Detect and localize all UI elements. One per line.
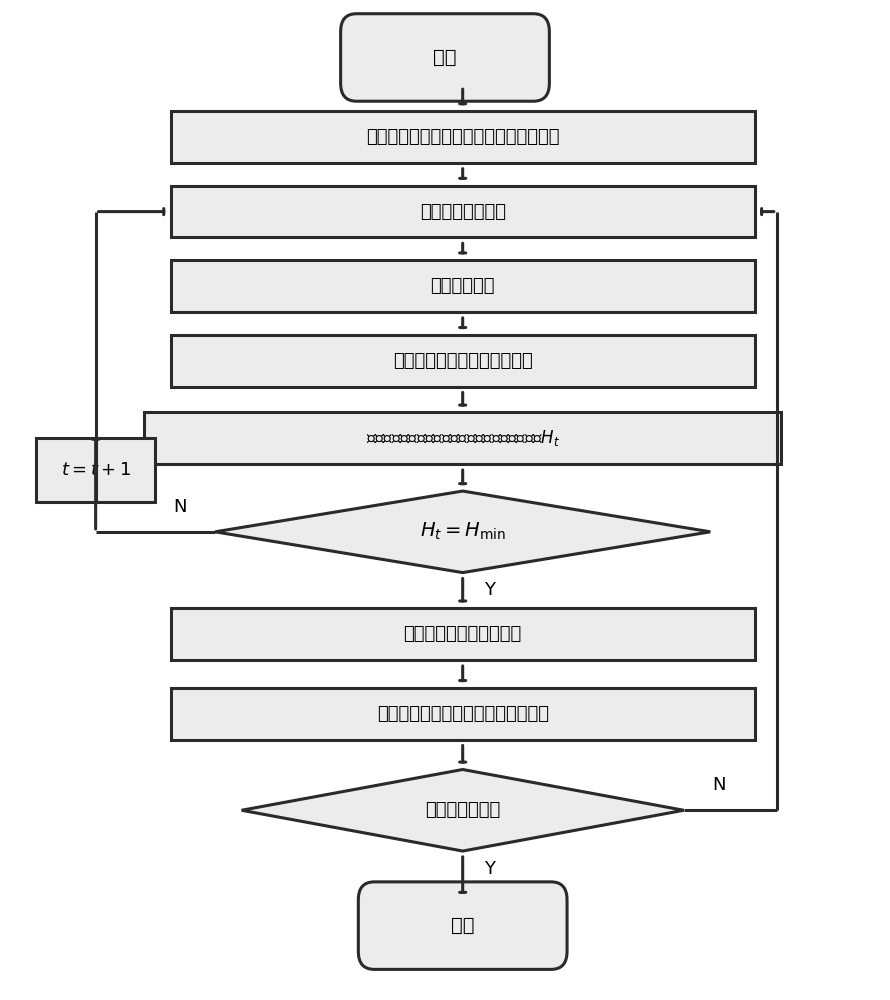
Bar [171,335,755,387]
Text: 计算状态转移: 计算状态转移 [431,277,495,295]
Bar [171,260,755,312]
Bar [144,412,781,464]
FancyBboxPatch shape [341,14,549,101]
Text: 随机选择动作执行: 随机选择动作执行 [420,203,506,221]
Text: 开始: 开始 [433,48,457,67]
Text: $t=t+1$: $t=t+1$ [61,461,131,479]
Text: 获得机器人位置，令其动作概率均匀分布: 获得机器人位置，令其动作概率均匀分布 [366,128,560,146]
Text: 发生位移，重置动作概率为均匀分布: 发生位移，重置动作概率为均匀分布 [376,705,549,723]
Text: Y: Y [484,581,495,599]
Text: $H_t = H_{\mathrm{min}}$: $H_t = H_{\mathrm{min}}$ [420,521,506,542]
Bar [171,186,755,237]
Text: Y: Y [484,860,495,878]
Text: 是否抵达终点？: 是否抵达终点？ [425,801,500,819]
Bar [171,688,755,740]
Bar [171,111,755,163]
Bar [36,438,156,502]
Text: 结束: 结束 [451,916,474,935]
Text: N: N [173,498,186,516]
Text: 按操作条件反射原理更新概率分布，计算系统熵$H_t$: 按操作条件反射原理更新概率分布，计算系统熵$H_t$ [366,428,560,448]
Text: N: N [712,776,726,794]
FancyBboxPatch shape [359,882,567,969]
Text: 计算新旧位置的负理想度差值: 计算新旧位置的负理想度差值 [392,352,532,370]
Polygon shape [215,491,710,573]
Bar [171,608,755,660]
Text: 选择概率最大的动作执行: 选择概率最大的动作执行 [403,625,522,643]
Polygon shape [241,769,684,851]
